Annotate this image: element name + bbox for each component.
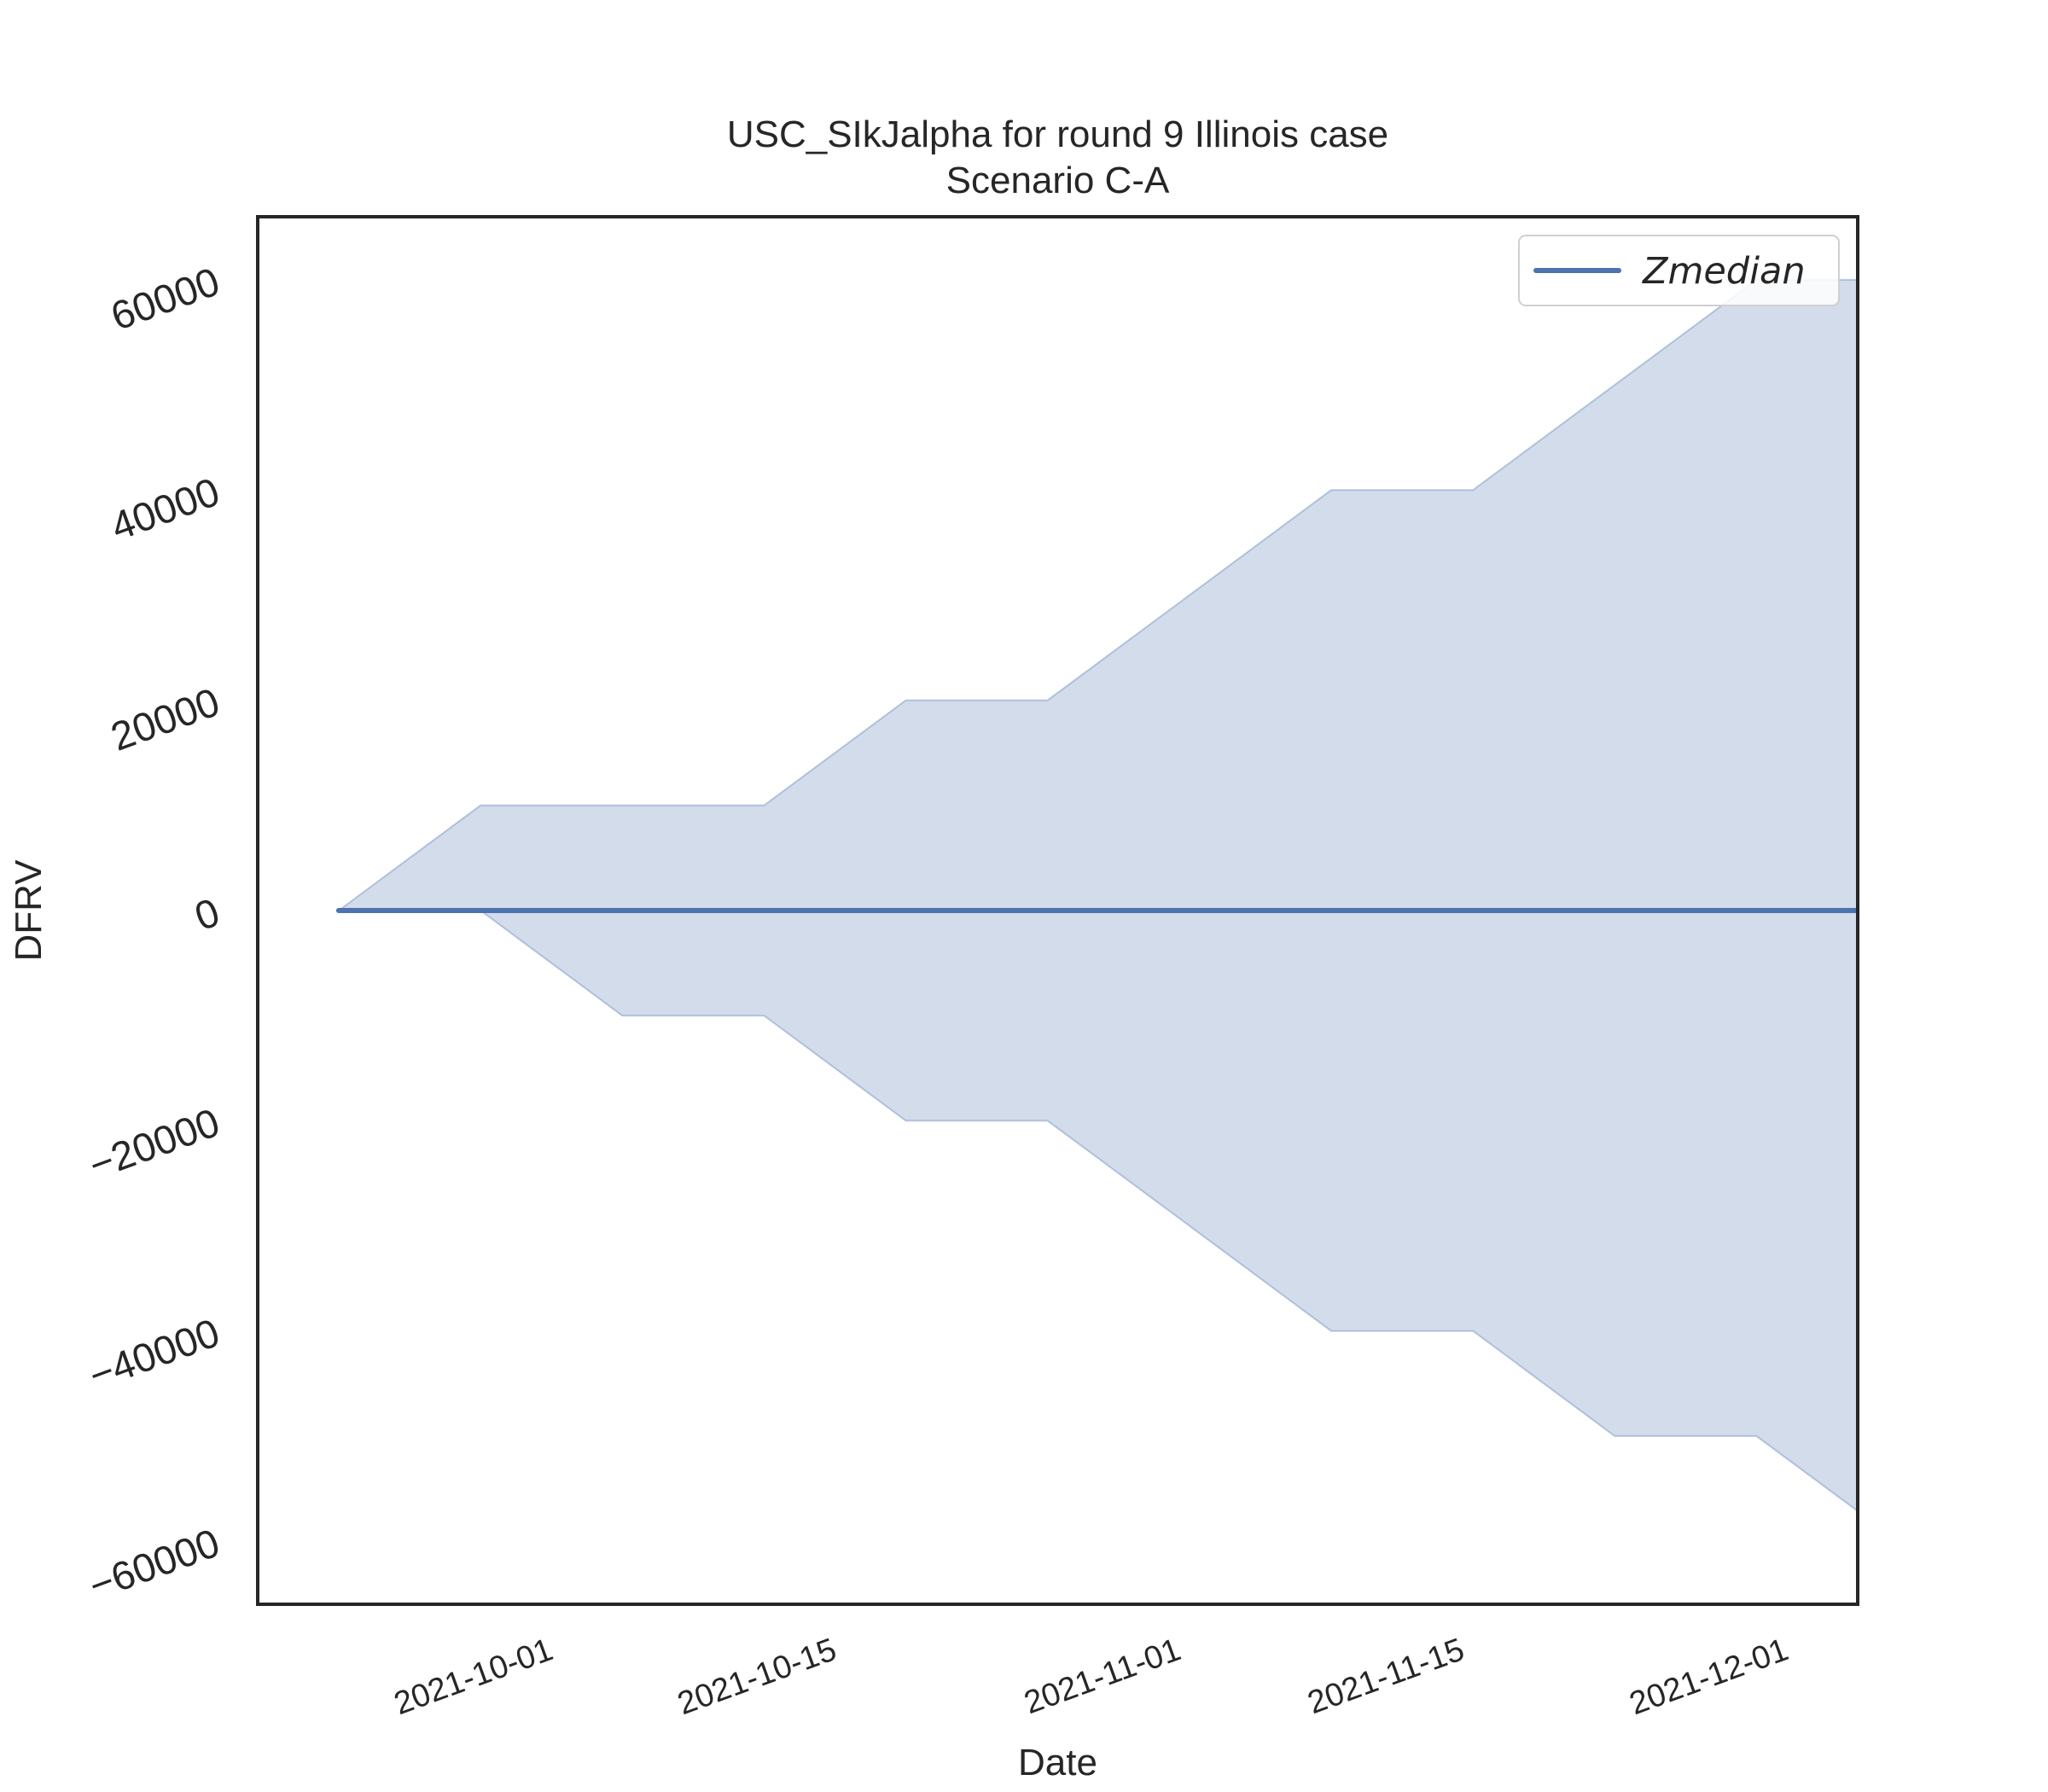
x-tick-label: 2021-11-01 — [1020, 1632, 1185, 1721]
x-tick-label: 2021-10-01 — [389, 1632, 557, 1722]
confidence-band — [335, 278, 1858, 1513]
y-tick-label: 60000 — [105, 259, 225, 340]
y-tick-label: −40000 — [83, 1309, 225, 1398]
y-tick-label: −20000 — [83, 1099, 225, 1188]
x-tick-label: 2021-11-15 — [1303, 1632, 1469, 1721]
y-tick-label: 20000 — [105, 678, 225, 759]
confidence-band-layer — [335, 278, 1858, 1513]
y-tick-label: 40000 — [105, 468, 225, 550]
y-tick-label: −60000 — [83, 1520, 225, 1609]
y-axis-label: DFRV — [8, 859, 49, 962]
y-axis-ticks: 60000 40000 20000 0 −20000 −40000 −60000 — [83, 259, 225, 1609]
x-axis-ticks: 2021-10-01 2021-10-15 2021-11-01 2021-11-15… — [389, 1632, 1793, 1722]
chart-title: USC_SIkJalpha for round 9 Illinois case — [727, 113, 1388, 155]
legend: Zmedian — [1518, 235, 1840, 306]
y-tick-label: 0 — [189, 889, 225, 940]
legend-box — [1518, 235, 1840, 306]
plot-frame — [256, 215, 1859, 1606]
legend-entry-zmedian: Zmedian — [1642, 250, 1806, 293]
x-tick-label: 2021-10-15 — [673, 1632, 841, 1722]
x-tick-label: 2021-12-01 — [1625, 1632, 1793, 1722]
chart-subtitle: Scenario C-A — [946, 160, 1170, 201]
x-axis-label: Date — [1018, 1742, 1097, 1783]
